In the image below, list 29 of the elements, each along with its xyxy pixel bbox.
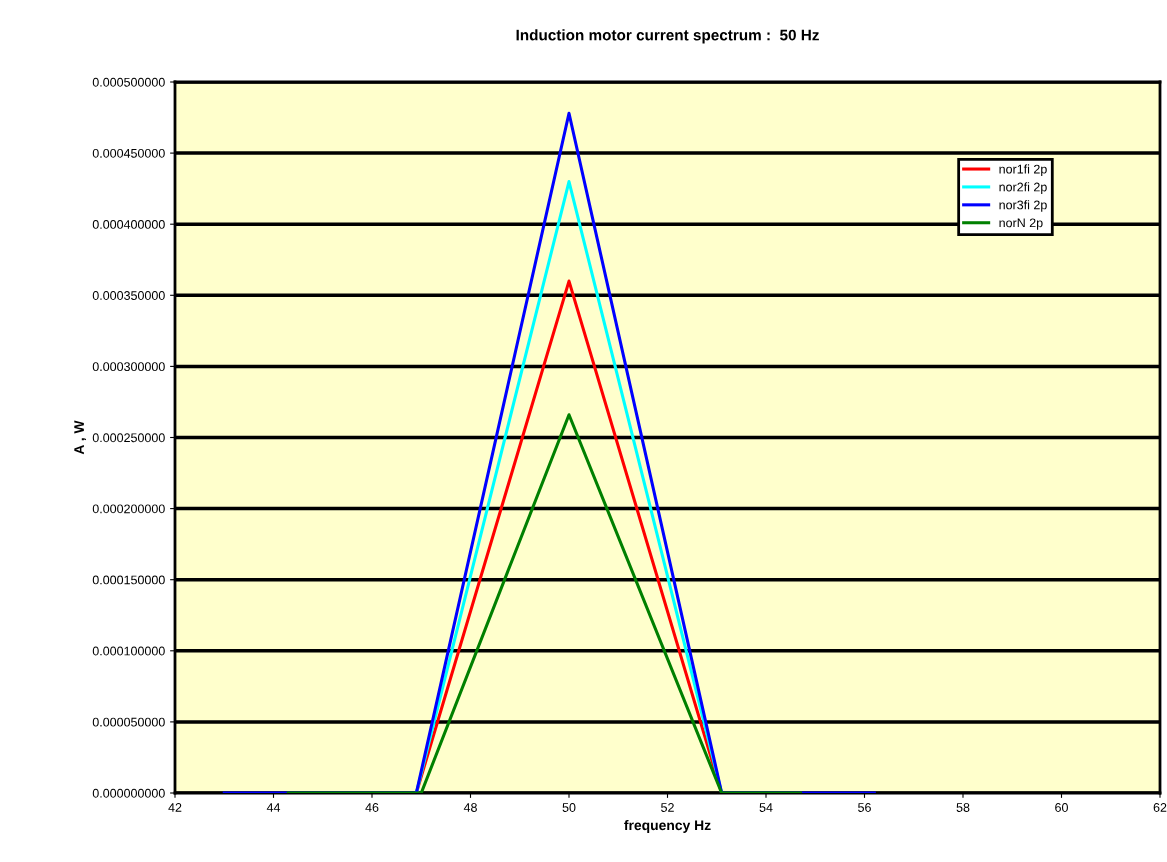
- y-tick-label: 0.000250000: [92, 433, 165, 443]
- x-tick-label: 56: [858, 803, 871, 812]
- legend-label: nor3fi 2p: [999, 200, 1047, 212]
- x-tick-label: 42: [168, 803, 182, 812]
- x-tick-label: 44: [266, 803, 281, 812]
- y-tick-label: 0.000400000: [92, 220, 165, 229]
- legend-label: norN 2p: [999, 218, 1043, 230]
- x-axis-title: frequency Hz: [624, 819, 711, 833]
- y-tick-label: 0.000200000: [92, 504, 165, 514]
- legend-label: nor1fi 2p: [999, 164, 1047, 176]
- x-tick-label: 54: [759, 803, 773, 812]
- x-tick-label: 58: [956, 803, 970, 812]
- x-tick-label: 50: [562, 803, 576, 812]
- y-tick-label: 0.000050000: [92, 717, 165, 727]
- x-tick-label: 62: [1153, 803, 1167, 812]
- chart-title: Induction motor current spectrum : 50 Hz: [516, 29, 819, 44]
- x-tick-label: 52: [661, 803, 674, 812]
- y-tick-label: 0.000000000: [92, 788, 165, 798]
- y-axis-title: A , W: [74, 420, 87, 455]
- x-tick-label: 46: [365, 803, 379, 812]
- y-tick-label: 0.000450000: [92, 148, 165, 158]
- y-tick-label: 0.000350000: [92, 291, 165, 300]
- y-tick-label: 0.000150000: [92, 575, 165, 585]
- x-tick-label: 48: [463, 803, 477, 812]
- y-tick-label: 0.000100000: [92, 646, 165, 656]
- legend-label: nor2fi 2p: [999, 182, 1047, 194]
- y-tick-label: 0.000500000: [92, 77, 165, 87]
- y-tick-label: 0.000300000: [92, 362, 165, 372]
- x-tick-label: 60: [1055, 803, 1068, 812]
